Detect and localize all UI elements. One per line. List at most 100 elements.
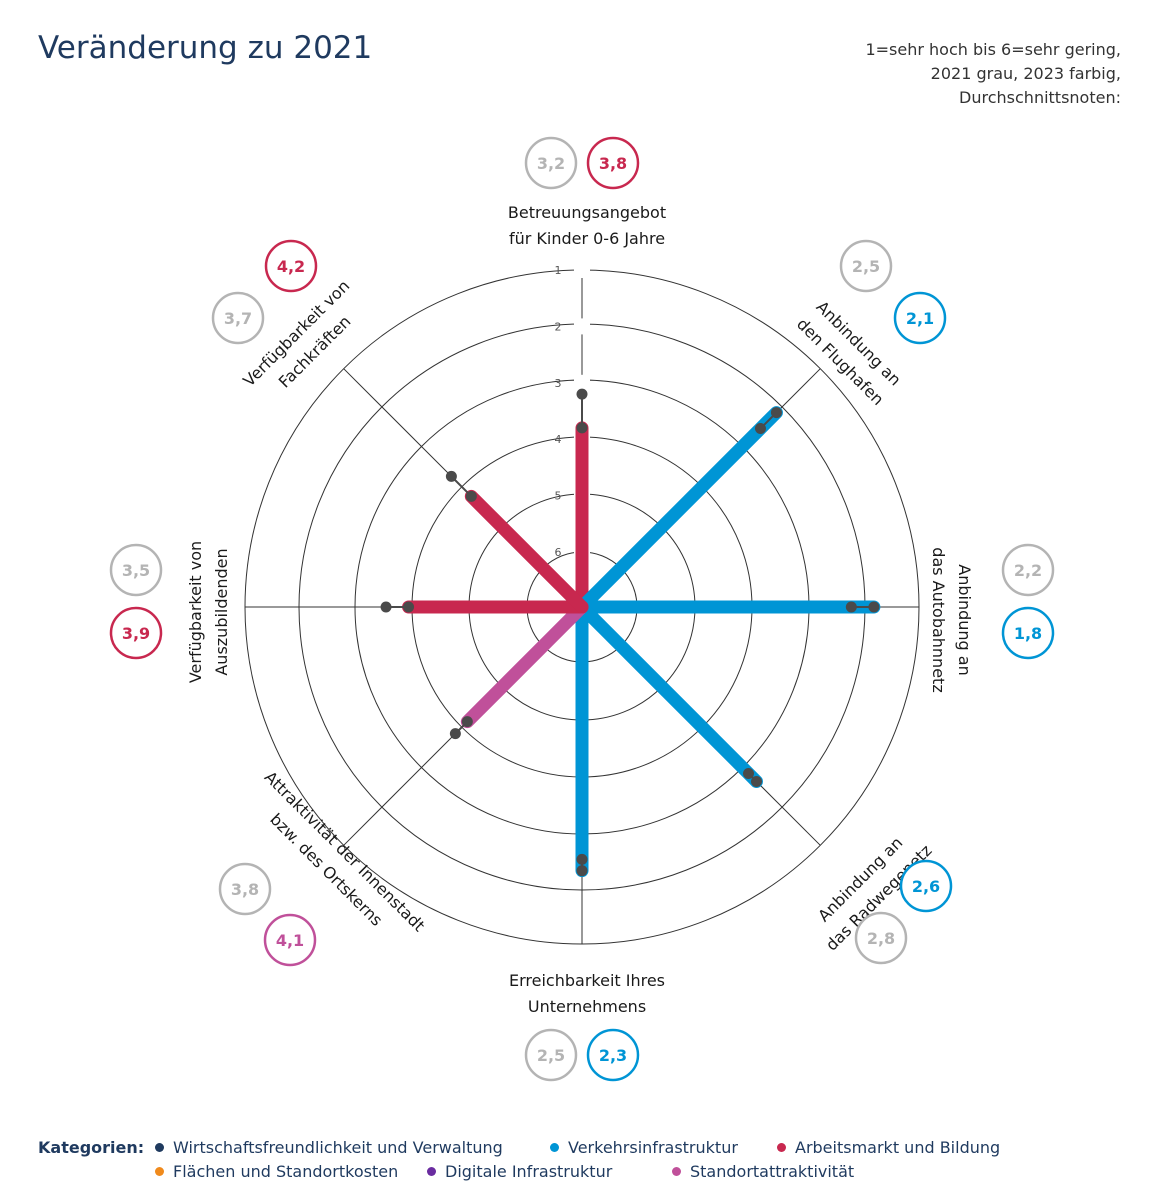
- value-bubble-2023-label: 4,2: [277, 257, 305, 276]
- value-bubble-2021: [524, 136, 578, 190]
- axis-label: Erreichbarkeit Ihres Unternehmens: [509, 971, 665, 1016]
- tick-label: 2: [555, 320, 562, 333]
- legend-item: Standortattraktivität: [672, 1162, 854, 1181]
- marker-2023: [770, 407, 782, 419]
- value-bubble-2023: [893, 291, 947, 345]
- legend-item: Digitale Infrastruktur: [427, 1162, 612, 1181]
- marker-2023: [461, 716, 473, 728]
- axis-label: Betreuungsangebot für Kinder 0-6 Jahre: [508, 203, 666, 248]
- note-line: 1=sehr hoch bis 6=sehr gering,: [865, 40, 1121, 59]
- note-line: 2021 grau, 2023 farbig,: [930, 64, 1121, 83]
- marker-2023: [868, 601, 880, 613]
- legend-item-label: Wirtschaftsfreundlichkeit und Verwaltung: [173, 1138, 503, 1157]
- axis-label: Anbindung an das Autobahnnetz: [929, 547, 974, 692]
- value-bubble-2021: [218, 862, 272, 916]
- legend-item-label: Arbeitsmarkt und Bildung: [795, 1138, 1001, 1157]
- chart-title: Veränderung zu 2021: [38, 30, 373, 66]
- legend-dot: [672, 1167, 681, 1176]
- axis-label-line: das Autobahnnetz: [929, 547, 948, 692]
- value-bubble-2021-label: 3,2: [537, 154, 565, 173]
- radar-chart: 1 2 3 4 5 6 Betreuungsangebot für Kinder 0-6 Ja…: [109, 136, 1055, 1082]
- axis-label-line: Anbindung an: [955, 564, 974, 675]
- tick-label: 4: [555, 433, 562, 446]
- value-bubble-2021-label: 2,2: [1014, 561, 1042, 580]
- bar-2023: [464, 489, 589, 614]
- value-bubble-2021-label: 3,5: [122, 561, 150, 580]
- value-bubble-2021: [211, 291, 265, 345]
- value-bubble-2023-label: 4,1: [276, 931, 304, 950]
- value-bubble-2021: [524, 1028, 578, 1082]
- marker-2021: [380, 601, 392, 613]
- marker-2021: [845, 601, 857, 613]
- legend-item: Wirtschaftsfreundlichkeit und Verwaltung: [155, 1138, 503, 1157]
- value-bubble-2023: [586, 136, 640, 190]
- value-bubble-2023-label: 2,3: [599, 1046, 627, 1065]
- axis-label-line: Unternehmens: [528, 997, 646, 1016]
- legend-dot: [777, 1143, 786, 1152]
- value-bubble-2023: [899, 859, 953, 913]
- marker-2021: [576, 853, 588, 865]
- marker-2021: [449, 728, 461, 740]
- axis-label-line: Betreuungsangebot: [508, 203, 666, 222]
- value-bubble-2021: [1001, 543, 1055, 597]
- tick-label-bg: [574, 262, 590, 278]
- axis-label-line: für Kinder 0-6 Jahre: [509, 229, 665, 248]
- value-bubble-2023: [263, 913, 317, 967]
- marker-2023: [576, 422, 588, 434]
- legend-item-label: Verkehrsinfrastruktur: [568, 1138, 738, 1157]
- tick-label: 5: [555, 490, 562, 503]
- legend-dot: [427, 1167, 436, 1176]
- axis-label: Anbindung anden Flughafen: [793, 296, 906, 409]
- marker-2021: [743, 768, 755, 780]
- bar-2023: [460, 600, 589, 729]
- legend-item: Verkehrsinfrastruktur: [550, 1138, 738, 1157]
- value-bubble-2023-label: 2,6: [912, 877, 940, 896]
- legend-dot: [155, 1143, 164, 1152]
- value-bubble-2021: [854, 911, 908, 965]
- legend-dot: [550, 1143, 559, 1152]
- value-bubble-2021-label: 2,5: [537, 1046, 565, 1065]
- tick-label-bg: [574, 318, 590, 335]
- marker-2023: [576, 865, 588, 877]
- marker-2021: [445, 470, 457, 482]
- value-bubble-2023-label: 2,1: [906, 309, 934, 328]
- value-bubble-2021-label: 3,8: [231, 880, 259, 899]
- axis-label-line: Erreichbarkeit Ihres: [509, 971, 665, 990]
- value-bubble-2021-label: 3,7: [224, 309, 252, 328]
- tick-label: 3: [555, 377, 562, 390]
- value-bubble-2023: [264, 239, 318, 293]
- legend-item: Flächen und Standortkosten: [155, 1162, 398, 1181]
- value-bubble-2021: [109, 543, 163, 597]
- tick-label: 6: [555, 546, 562, 559]
- legend-item-label: Flächen und Standortkosten: [173, 1162, 399, 1181]
- marker-2023: [465, 490, 477, 502]
- legend-item-label: Standortattraktivität: [690, 1162, 855, 1181]
- value-bubble-2023-label: 1,8: [1014, 624, 1042, 643]
- value-bubble-2023: [1001, 606, 1055, 660]
- marker-2023: [750, 775, 762, 787]
- chart-note: 1=sehr hoch bis 6=sehr gering, 2021 grau…: [865, 38, 1121, 110]
- value-bubble-2021-label: 2,5: [852, 257, 880, 276]
- marker-2023: [403, 601, 415, 613]
- marker-2021: [576, 388, 588, 400]
- axis-label: Verfügbarkeit von Auszubildenden: [186, 541, 231, 683]
- note-line: Durchschnittsnoten:: [959, 88, 1121, 107]
- value-bubble-2023: [109, 606, 163, 660]
- value-bubble-2021-label: 2,8: [867, 929, 895, 948]
- marker-2021: [754, 423, 766, 435]
- axis-label-line: Verfügbarkeit von: [186, 541, 205, 683]
- bar-2023: [575, 600, 763, 788]
- legend-item: Arbeitsmarkt und Bildung: [777, 1138, 1000, 1157]
- legend-dot: [155, 1167, 164, 1176]
- value-bubble-2023: [586, 1028, 640, 1082]
- axis-label-line: Attraktivität der Innenstadt: [261, 767, 429, 935]
- axis-label-line: Auszubildenden: [212, 548, 231, 675]
- value-bubble-2023-label: 3,8: [599, 154, 627, 173]
- value-bubble-2021: [839, 239, 893, 293]
- legend-item-label: Digitale Infrastruktur: [445, 1162, 613, 1181]
- value-bubble-2023-label: 3,9: [122, 624, 150, 643]
- legend-label: Kategorien:: [38, 1138, 145, 1157]
- bar-2023: [575, 406, 783, 614]
- axis-label: Verfügbarkeit vonFachkräften: [239, 276, 371, 408]
- tick-label-bg: [574, 374, 590, 391]
